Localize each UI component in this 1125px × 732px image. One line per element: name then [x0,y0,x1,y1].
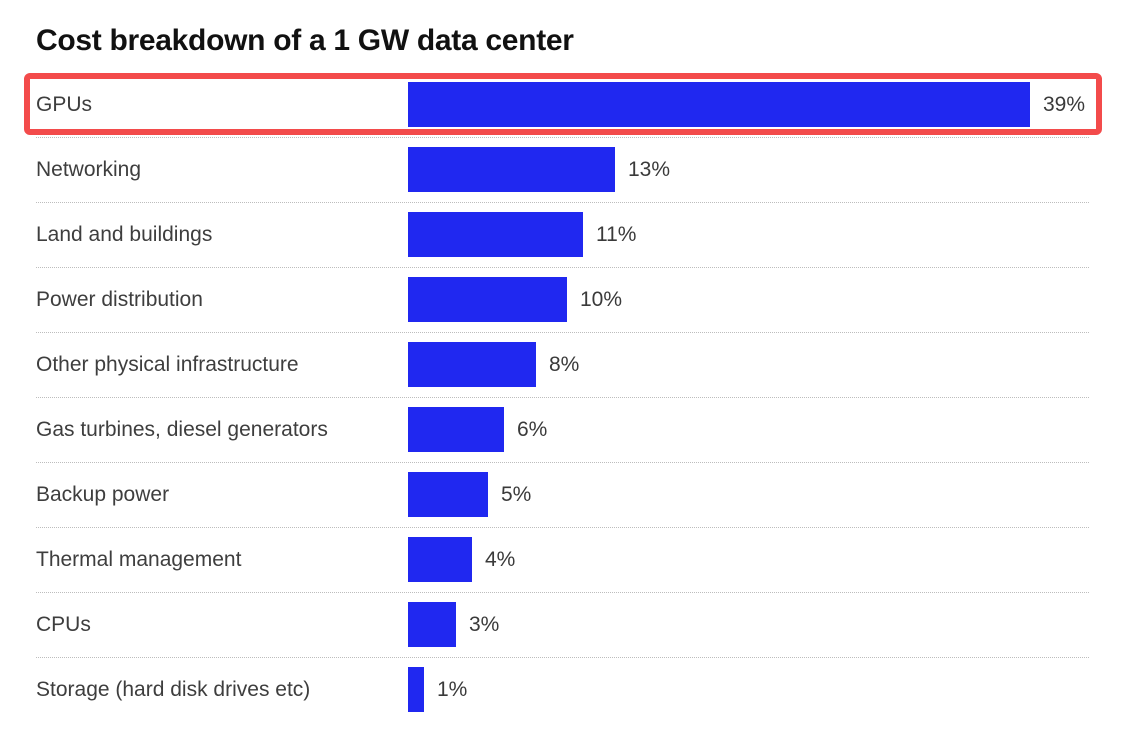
row-value-label: 13% [628,157,671,181]
row-separator [36,137,1089,138]
row-label: Networking [36,157,142,181]
row-bar [408,667,424,712]
row-label: Other physical infrastructure [36,352,299,376]
row-value-label: 4% [485,547,516,571]
row-value-label: 6% [517,417,548,441]
row-bar [408,537,472,582]
chart-title: Cost breakdown of a 1 GW data center [36,24,574,57]
chart-row-0: GPUs 39% [0,72,1125,137]
row-separator [36,267,1089,268]
chart-row-1: Networking 13% [0,137,1125,202]
row-label: Thermal management [36,547,242,571]
row-separator [36,527,1089,528]
row-bar [408,602,456,647]
chart-row-4: Other physical infrastructure 8% [0,332,1125,397]
chart-row-8: CPUs 3% [0,592,1125,657]
row-value-label: 3% [469,612,500,636]
row-bar [408,82,1030,127]
row-bar [408,147,615,192]
row-separator [36,202,1089,203]
row-separator [36,657,1089,658]
chart-row-7: Thermal management 4% [0,527,1125,592]
row-bar [408,212,583,257]
row-separator [36,592,1089,593]
row-label: Backup power [36,482,170,506]
chart-row-6: Backup power 5% [0,462,1125,527]
row-label: Power distribution [36,287,203,311]
bar-chart: GPUs 39% Networking 13% Land and buildin… [0,72,1125,722]
chart-row-2: Land and buildings 11% [0,202,1125,267]
chart-row-9: Storage (hard disk drives etc) 1% [0,657,1125,722]
row-value-label: 39% [1043,92,1086,116]
row-label: Gas turbines, diesel generators [36,417,328,441]
row-value-label: 11% [596,222,637,246]
chart-row-5: Gas turbines, diesel generators 6% [0,397,1125,462]
row-bar [408,407,504,452]
row-value-label: 1% [437,677,468,701]
row-bar [408,277,567,322]
row-label: GPUs [36,92,93,116]
chart-row-3: Power distribution 10% [0,267,1125,332]
row-separator [36,462,1089,463]
row-label: Land and buildings [36,222,213,246]
row-bar [408,342,536,387]
row-value-label: 10% [580,287,623,311]
row-separator [36,397,1089,398]
row-label: CPUs [36,612,91,636]
row-label: Storage (hard disk drives etc) [36,677,311,701]
row-value-label: 8% [549,352,580,376]
row-value-label: 5% [501,482,532,506]
row-separator [36,332,1089,333]
row-bar [408,472,488,517]
